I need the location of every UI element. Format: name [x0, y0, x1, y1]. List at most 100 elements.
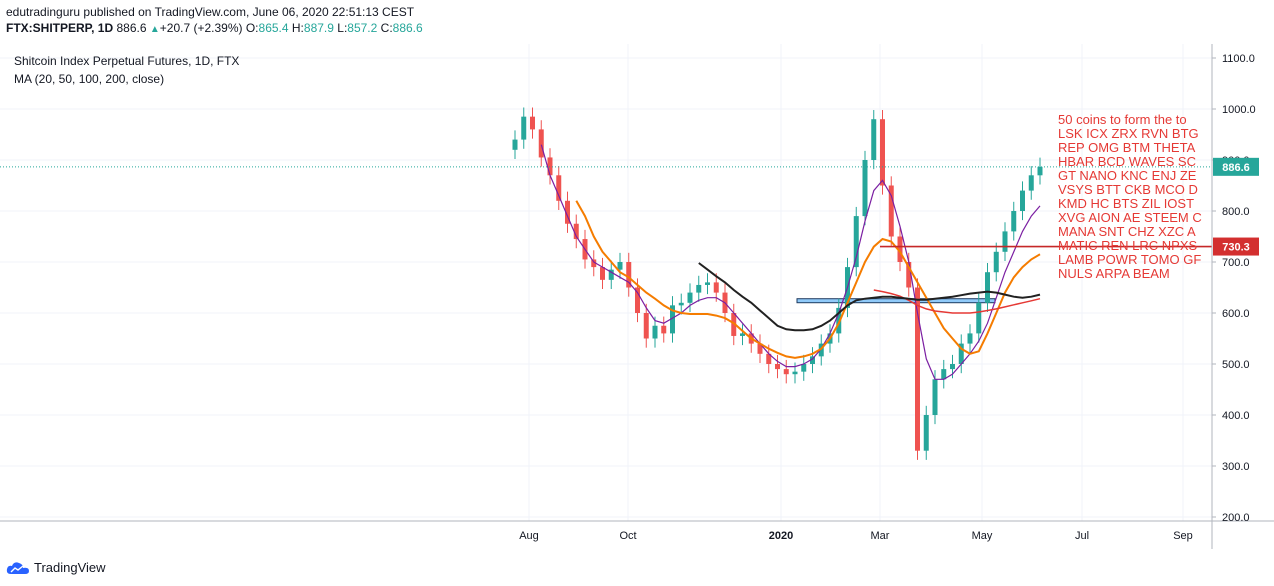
- candle-body: [976, 302, 982, 334]
- y-tick-label: 700.0: [1222, 257, 1250, 269]
- candle-body: [521, 116, 527, 140]
- candle-body: [556, 175, 562, 201]
- candle-body: [792, 371, 798, 375]
- candle-body: [713, 282, 719, 293]
- last-price-badge-text: 886.6: [1222, 162, 1250, 174]
- candle-body: [591, 259, 597, 268]
- x-tick-label: Oct: [619, 530, 636, 542]
- note-line: KMD HC BTS ZIL IOST: [1058, 196, 1195, 211]
- y-tick-label: 400.0: [1222, 410, 1250, 422]
- y-tick-label: 500.0: [1222, 359, 1250, 371]
- candle-body: [915, 287, 920, 451]
- x-tick-label: Sep: [1173, 530, 1193, 542]
- candle-body: [652, 325, 658, 339]
- candle-body: [958, 343, 964, 364]
- symbol-name: FTX:SHITPERP, 1D: [6, 21, 114, 35]
- level-badge-text: 730.3: [1222, 242, 1250, 254]
- candle-body: [801, 364, 807, 372]
- candle-body: [836, 307, 842, 334]
- candle-body: [967, 333, 973, 344]
- close-label: C:: [380, 21, 393, 35]
- candle-body: [888, 185, 894, 237]
- price-chart[interactable]: 1100.01000.0900.0800.0700.0600.0500.0400…: [0, 44, 1274, 550]
- x-tick-label: Aug: [519, 530, 539, 542]
- x-tick-label: Jul: [1075, 530, 1089, 542]
- moving-averages: [540, 144, 1041, 380]
- candle-body: [941, 369, 947, 380]
- y-tick-label: 800.0: [1222, 206, 1250, 218]
- candle-body: [538, 129, 544, 158]
- candle-body: [687, 292, 693, 303]
- candle-body: [643, 313, 649, 339]
- candle-body: [1002, 231, 1008, 252]
- overlays: [0, 166, 1212, 248]
- tradingview-footer[interactable]: TradingView: [6, 560, 106, 575]
- ma-line-ma200: [698, 262, 1041, 332]
- open-value: 865.4: [258, 21, 289, 35]
- candle-body: [1037, 166, 1043, 176]
- candle-body: [923, 415, 929, 451]
- candle-body: [993, 251, 999, 273]
- candle-body: [626, 262, 632, 288]
- candle-body: [1020, 190, 1025, 211]
- candle-body: [862, 160, 868, 217]
- candle-body: [600, 267, 605, 280]
- chart-header: edutradinguru published on TradingView.c…: [6, 4, 423, 38]
- candles: [512, 107, 1043, 460]
- candle-body: [906, 262, 912, 288]
- grid-lines: [0, 44, 1212, 521]
- support-zone: [796, 298, 996, 304]
- x-tick-label: 2020: [769, 530, 793, 542]
- candle-body: [635, 287, 640, 313]
- change-up-icon: ▲: [149, 24, 160, 35]
- candle-body: [661, 325, 667, 334]
- candle-body: [696, 284, 702, 293]
- candle-body: [853, 216, 859, 268]
- candle-body: [705, 282, 710, 285]
- high-value: 887.9: [303, 21, 334, 35]
- low-label: L:: [337, 21, 348, 35]
- candle-body: [740, 333, 745, 336]
- price-badges: 886.6 730.3: [1213, 157, 1259, 256]
- low-value: 857.2: [347, 21, 378, 35]
- candle-body: [950, 364, 955, 370]
- candle-body: [608, 269, 614, 280]
- legend-ma: MA (20, 50, 100, 200, close): [14, 72, 165, 86]
- candle-body: [1011, 211, 1017, 232]
- tradingview-cloud-icon: [6, 561, 29, 574]
- candle-body: [1028, 175, 1034, 191]
- y-tick-label: 1000.0: [1222, 104, 1256, 116]
- last-price-badge-bg: [1213, 157, 1259, 176]
- candle-body: [783, 369, 789, 375]
- candle-body: [897, 236, 903, 262]
- ma-line-ma50: [575, 200, 1041, 359]
- candle-body: [757, 343, 763, 354]
- symbol-line: FTX:SHITPERP, 1D 886.6 ▲+20.7 (+2.39%) O…: [6, 20, 423, 38]
- candle-body: [670, 305, 675, 334]
- publisher-line: edutradinguru published on TradingView.c…: [6, 5, 415, 19]
- candle-body: [880, 119, 885, 186]
- time-axis[interactable]: Aug Oct 2020 Mar May Jul Sep: [519, 530, 1193, 542]
- price-axis[interactable]: 1100.01000.0900.0800.0700.0600.0500.0400…: [1212, 53, 1256, 524]
- candle-body: [512, 139, 518, 150]
- note-line: LAMB POWR TOMO GF: [1058, 252, 1202, 267]
- note-line: GT NANO KNC ENJ ZE: [1058, 168, 1197, 183]
- note-line: MATIC REN LRC NPXS: [1058, 238, 1198, 253]
- y-tick-label: 300.0: [1222, 461, 1250, 473]
- level-badge-bg: [1213, 237, 1259, 256]
- candle-body: [530, 116, 535, 130]
- candle-body: [565, 200, 570, 224]
- price-change: +20.7 (+2.39%): [159, 21, 243, 35]
- note-line: XVG AION AE STEEM C: [1058, 210, 1202, 225]
- candle-body: [985, 272, 990, 303]
- footer-brand: TradingView: [34, 560, 106, 575]
- high-label: H:: [291, 21, 304, 35]
- support-zone-box: [796, 298, 996, 304]
- note-line: LSK ICX ZRX RVN BTG: [1058, 126, 1199, 141]
- x-tick-label: Mar: [871, 530, 890, 542]
- candle-body: [678, 302, 684, 306]
- candle-body: [617, 262, 623, 270]
- candle-body: [766, 353, 772, 364]
- note-line: 50 coins to form the to: [1058, 113, 1187, 127]
- close-value: 886.6: [392, 21, 423, 35]
